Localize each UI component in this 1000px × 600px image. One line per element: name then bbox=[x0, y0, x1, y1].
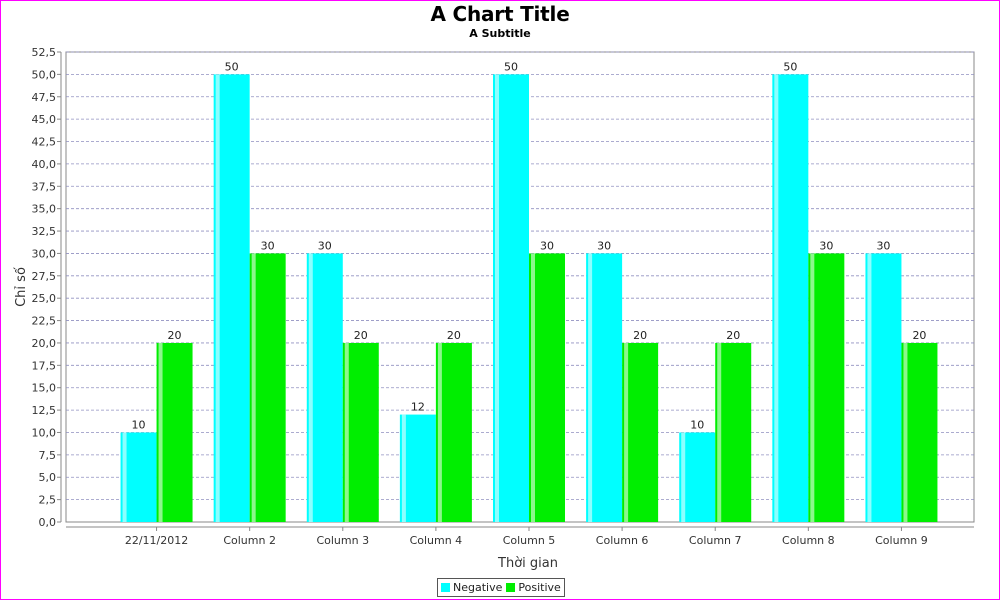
legend-label-positive: Positive bbox=[518, 581, 561, 594]
legend-swatch-positive bbox=[506, 583, 516, 592]
bar-highlight bbox=[215, 74, 220, 522]
y-tick-label: 12,5 bbox=[32, 404, 57, 417]
x-tick-label: Column 9 bbox=[875, 534, 928, 547]
chart-subtitle: A Subtitle bbox=[469, 27, 531, 40]
y-tick-label: 25,0 bbox=[32, 292, 57, 305]
x-tick-label: Column 4 bbox=[410, 534, 463, 547]
data-label: 30 bbox=[876, 239, 890, 252]
bar-highlight bbox=[122, 432, 127, 522]
bar-highlight bbox=[588, 253, 593, 522]
y-tick-label: 37,5 bbox=[32, 180, 57, 193]
bar-highlight bbox=[495, 74, 499, 522]
y-tick-label: 35,0 bbox=[32, 203, 57, 216]
x-tick-label: Column 6 bbox=[596, 534, 649, 547]
legend-swatch-negative bbox=[441, 583, 450, 592]
y-tick-label: 20,0 bbox=[32, 337, 57, 350]
legend-label-negative: Negative bbox=[453, 581, 503, 594]
y-tick-label: 47,5 bbox=[32, 91, 57, 104]
data-label-group: 10 20 50 30 30 20 12 20 50 30 30 20 10 20 50 30 30 20 bbox=[132, 60, 927, 431]
y-tick-label: 17,5 bbox=[32, 359, 57, 372]
y-tick-label: 42,5 bbox=[32, 136, 57, 149]
chart-title: A Chart Title bbox=[430, 2, 570, 26]
y-tick-label: 52,5 bbox=[32, 46, 57, 59]
data-label: 30 bbox=[540, 239, 554, 252]
x-tick-label: Column 3 bbox=[316, 534, 369, 547]
data-label: 10 bbox=[132, 418, 146, 431]
bar-group bbox=[120, 74, 938, 522]
y-tick-label: 40,0 bbox=[32, 158, 57, 171]
y-axis: 0,0 2,5 5,0 7,5 10,0 12,5 15,0 17,5 20,0 22,5 25,0… bbox=[32, 46, 62, 529]
data-label: 50 bbox=[783, 60, 797, 73]
bar-highlight bbox=[717, 342, 722, 522]
bar-highlight bbox=[774, 74, 779, 522]
y-tick-label: 45,0 bbox=[32, 113, 57, 126]
data-label: 20 bbox=[726, 329, 740, 342]
y-axis-label: Chỉ số bbox=[14, 267, 29, 307]
bar-highlight bbox=[401, 414, 406, 522]
legend-item-negative: Negative bbox=[441, 581, 502, 594]
bar-highlight bbox=[308, 253, 313, 522]
x-axis-label: Thời gian bbox=[497, 556, 558, 571]
data-label: 50 bbox=[504, 60, 518, 73]
data-label: 20 bbox=[912, 329, 926, 342]
y-tick-label: 2,5 bbox=[39, 494, 57, 507]
y-tick-label: 30,0 bbox=[32, 247, 57, 260]
x-tick-label: Column 7 bbox=[689, 534, 742, 547]
y-tick-label: 27,5 bbox=[32, 270, 57, 283]
data-label: 20 bbox=[168, 329, 182, 342]
y-tick-label: 32,5 bbox=[32, 225, 57, 238]
y-tick-label: 7,5 bbox=[39, 449, 57, 462]
y-tick-label: 5,0 bbox=[39, 471, 57, 484]
legend-item-positive: Positive bbox=[506, 581, 561, 594]
data-label: 12 bbox=[411, 401, 425, 414]
data-label: 10 bbox=[690, 418, 704, 431]
data-label: 30 bbox=[819, 239, 833, 252]
x-tick-label: Column 8 bbox=[782, 534, 835, 547]
bar-highlight bbox=[158, 342, 163, 522]
x-tick-label: 22/11/2012 bbox=[125, 534, 188, 547]
bar-highlight bbox=[624, 342, 629, 522]
data-label: 20 bbox=[447, 329, 461, 342]
x-axis: 22/11/2012 Column 2 Column 3 Column 4 Column… bbox=[66, 526, 974, 547]
legend: Negative Positive bbox=[437, 578, 565, 597]
y-tick-label: 15,0 bbox=[32, 382, 57, 395]
bar-highlight bbox=[903, 342, 908, 522]
data-label: 30 bbox=[597, 239, 611, 252]
bar-highlight bbox=[810, 253, 815, 522]
data-label: 30 bbox=[318, 239, 332, 252]
bar-highlight bbox=[867, 253, 872, 522]
bar-highlight bbox=[437, 342, 442, 522]
x-tick-label: Column 2 bbox=[223, 534, 276, 547]
y-tick-label: 10,0 bbox=[32, 426, 57, 439]
bar-highlight bbox=[251, 253, 256, 522]
y-tick-label: 22,5 bbox=[32, 315, 57, 328]
data-label: 20 bbox=[354, 329, 368, 342]
bar-highlight bbox=[531, 253, 535, 522]
data-label: 20 bbox=[633, 329, 647, 342]
y-tick-label: 0,0 bbox=[39, 516, 57, 529]
y-tick-label: 50,0 bbox=[32, 68, 57, 81]
data-label: 30 bbox=[261, 239, 275, 252]
x-tick-label: Column 5 bbox=[503, 534, 556, 547]
bar-highlight bbox=[681, 432, 686, 522]
bar-highlight bbox=[344, 342, 349, 522]
data-label: 50 bbox=[225, 60, 239, 73]
